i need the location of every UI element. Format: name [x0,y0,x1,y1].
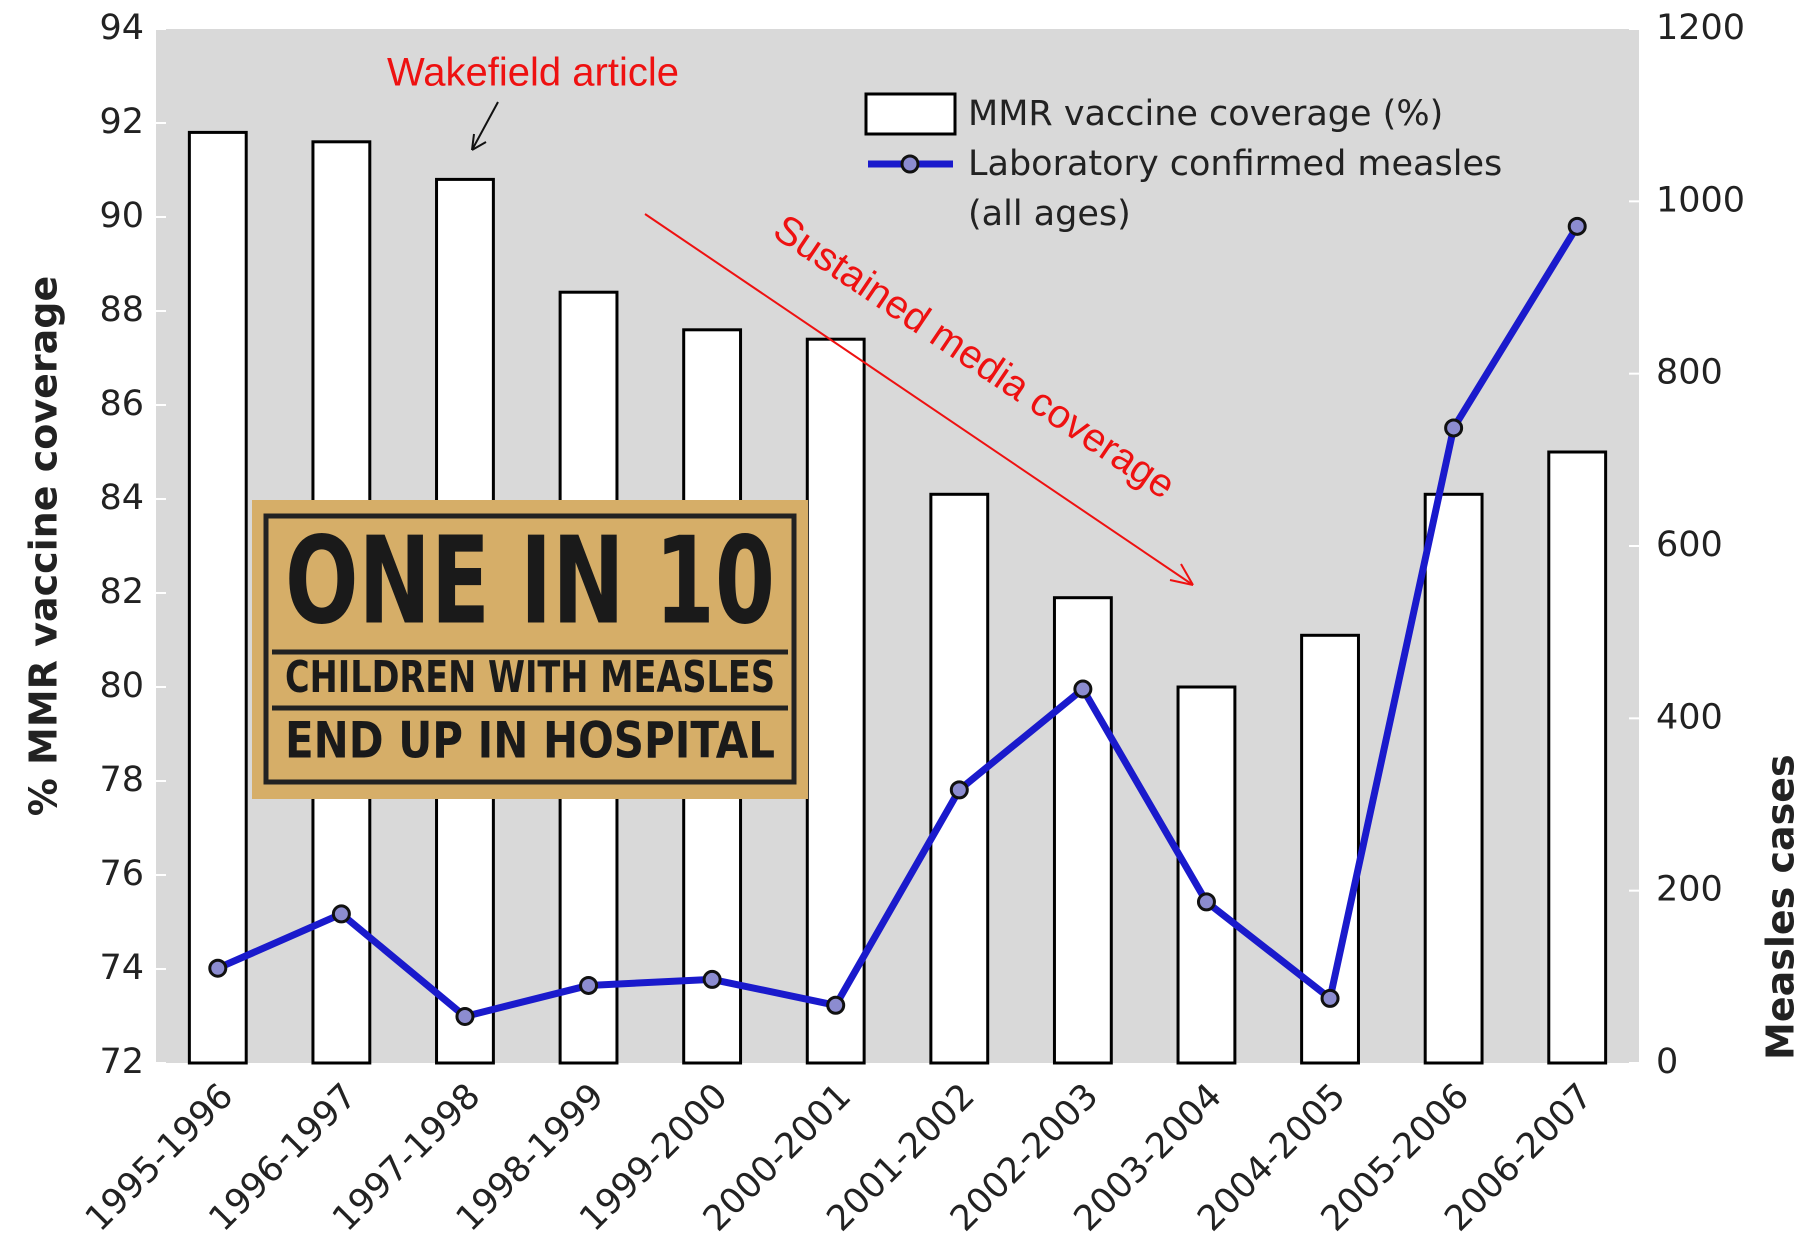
y-tick-label: 88 [99,290,144,330]
y-axis-title: % MMR vaccine coverage [22,276,66,817]
point [1444,418,1464,438]
y2-tick-label: 0 [1656,1042,1678,1082]
point [455,1006,475,1026]
legend-item: MMR vaccine coverage (%) [968,94,1444,134]
y-tick-label: 80 [99,666,144,706]
poster-line: ONE IN 10 [285,513,775,652]
bar [1176,685,1237,1065]
point [702,969,722,989]
bar [929,492,990,1065]
y-tick-label: 94 [99,8,144,48]
y-tick-label: 90 [99,196,144,236]
y-tick-label: 86 [99,384,144,424]
point [208,958,228,978]
annotation-arrow [644,213,1194,586]
y2-tick-label: 800 [1656,353,1723,393]
poster-frame [263,513,797,785]
y2-tick-label: 600 [1656,525,1723,565]
y-tick-label: 76 [99,854,144,894]
annotation: Wakefield article [387,51,679,95]
bar [1423,492,1484,1065]
point [579,975,599,995]
y-tick-label: 84 [99,478,144,518]
point [1073,679,1093,699]
point [1196,892,1216,912]
bar [1547,450,1608,1065]
bar [805,337,866,1065]
point [1320,988,1340,1008]
y-tick-label: 92 [99,102,144,142]
bar [1052,596,1113,1065]
point [331,904,351,924]
y2-tick-label: 1200 [1656,8,1745,48]
y2-tick-label: 1000 [1656,180,1745,220]
bar [187,130,248,1065]
legend-swatch [900,154,920,174]
line [216,224,1581,1020]
y-tick-label: 82 [99,572,144,612]
point [826,995,846,1015]
legend-label: Laboratory confirmed measles (all ages) [968,144,1503,234]
annotation-arrow [1169,563,1194,586]
y2-tick-label: 200 [1656,870,1723,910]
y-tick-label: 74 [99,948,144,988]
legend-swatch [864,92,957,136]
annotation-arrow [471,101,499,151]
legend-item: Laboratory confirmed measles (all ages) [968,144,1503,234]
y-tick-label: 72 [99,1042,144,1082]
annotation-arrow [471,133,487,151]
poster-line: END UP IN HOSPITAL [285,712,775,770]
y2-tick-label: 400 [1656,697,1723,737]
poster-line: CHILDREN WITH MEASLES [285,652,775,703]
poster: ONE IN 10 CHILDREN WITH MEASLES END UP I… [252,500,808,799]
point [1567,216,1587,236]
y-tick-label: 78 [99,760,144,800]
legend-label: MMR vaccine coverage (%) [968,94,1444,134]
point [949,780,969,800]
legend: MMR vaccine coverage (%) Laboratory confi… [864,92,1503,234]
y2-axis-title: Measles cases [1759,754,1803,1060]
